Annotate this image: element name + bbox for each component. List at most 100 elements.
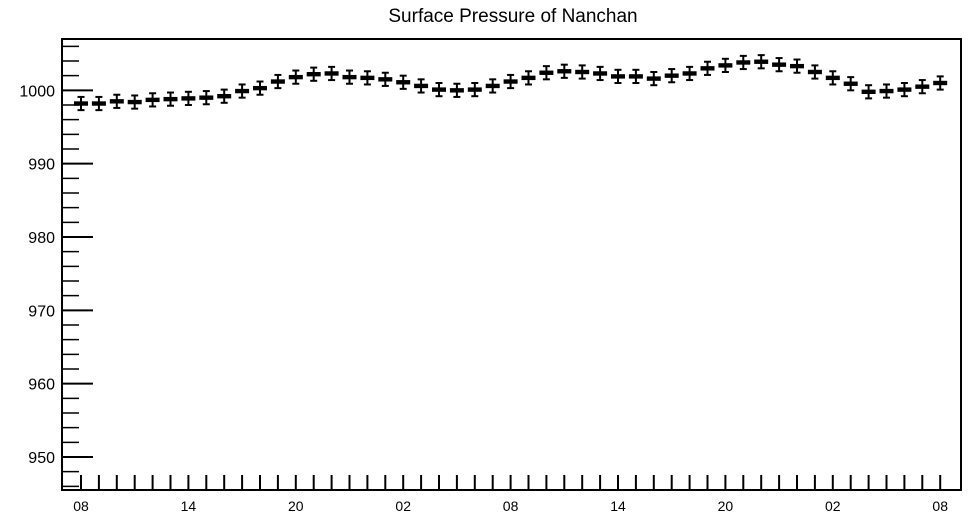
- data-point: [127, 94, 142, 110]
- data-point: [163, 91, 178, 107]
- data-point: [253, 80, 267, 96]
- plot-area-border: [61, 38, 962, 491]
- data-point: [593, 65, 608, 82]
- x-tick-label: 08: [73, 498, 89, 514]
- y-tick-label: 1000: [19, 83, 55, 100]
- data-marker: [181, 96, 196, 101]
- data-marker: [342, 74, 357, 80]
- data-marker: [879, 88, 894, 94]
- data-point: [109, 93, 124, 109]
- data-marker: [449, 88, 464, 93]
- data-point: [288, 69, 303, 85]
- data-marker: [593, 71, 608, 76]
- data-point: [378, 71, 393, 87]
- data-marker: [825, 75, 840, 81]
- data-point: [700, 60, 715, 76]
- data-point: [467, 82, 482, 98]
- data-point: [736, 54, 751, 71]
- data-marker: [557, 69, 572, 74]
- data-point: [933, 75, 948, 91]
- data-point: [270, 73, 285, 90]
- data-marker: [754, 59, 769, 64]
- data-marker: [575, 69, 590, 75]
- data-point: [539, 65, 554, 81]
- data-marker: [843, 81, 858, 86]
- data-point: [772, 57, 787, 73]
- data-marker: [611, 74, 625, 79]
- x-tick-label: 02: [825, 498, 841, 514]
- data-marker: [199, 95, 214, 100]
- data-marker: [109, 99, 124, 104]
- data-marker: [790, 63, 804, 69]
- data-marker: [306, 72, 321, 77]
- data-marker: [360, 75, 375, 81]
- y-tick-label: 960: [28, 377, 55, 394]
- data-point: [611, 68, 625, 84]
- data-point: [664, 68, 679, 84]
- data-marker: [145, 97, 160, 103]
- data-point: [449, 82, 464, 98]
- y-tick-label: 990: [28, 157, 55, 174]
- data-point: [306, 66, 321, 82]
- data-marker: [253, 85, 267, 91]
- data-point: [825, 70, 840, 86]
- data-point: [74, 95, 88, 112]
- data-point: [879, 83, 894, 99]
- y-axis: 950 960 970 980 990 1000: [19, 45, 93, 488]
- y-tick-label: 950: [28, 450, 55, 467]
- data-marker: [807, 69, 822, 75]
- data-point: [360, 70, 375, 86]
- data-marker: [915, 84, 930, 89]
- data-point: [843, 76, 858, 92]
- data-point: [91, 95, 106, 112]
- data-marker: [628, 74, 643, 79]
- data-point: [718, 57, 733, 73]
- data-point: [485, 78, 500, 94]
- data-point: [521, 70, 536, 86]
- data-point: [682, 65, 697, 82]
- data-marker: [897, 87, 912, 92]
- chart-title: Surface Pressure of Nanchan: [388, 6, 637, 27]
- data-marker: [270, 79, 285, 84]
- data-marker: [485, 83, 500, 89]
- plot-frame: [61, 38, 962, 491]
- data-marker: [664, 73, 679, 78]
- data-marker: [503, 79, 518, 84]
- x-tick-label: 20: [718, 498, 734, 514]
- data-marker: [682, 71, 697, 76]
- data-point: [861, 84, 876, 100]
- data-point: [235, 83, 250, 99]
- data-point: [396, 74, 411, 90]
- data-point: [324, 65, 339, 82]
- x-tick-label: 08: [503, 498, 519, 514]
- data-point: [199, 90, 214, 106]
- data-marker: [718, 63, 733, 68]
- data-marker: [736, 60, 751, 65]
- x-tick-label: 02: [395, 498, 411, 514]
- data-point: [342, 69, 357, 85]
- data-point: [181, 90, 196, 106]
- y-tick-label: 970: [28, 303, 55, 320]
- data-series: [74, 54, 948, 112]
- data-point: [807, 64, 822, 80]
- data-marker: [91, 101, 106, 106]
- data-marker: [539, 70, 554, 75]
- data-point: [217, 88, 232, 104]
- data-point: [575, 64, 590, 80]
- data-marker: [467, 87, 482, 92]
- data-point: [503, 73, 518, 90]
- data-point: [557, 63, 572, 79]
- x-tick-label: 20: [288, 498, 304, 514]
- data-marker: [163, 96, 178, 102]
- x-tick-label: 14: [610, 498, 626, 514]
- data-marker: [396, 80, 411, 85]
- data-point: [145, 92, 160, 108]
- data-point: [754, 54, 769, 70]
- data-marker: [127, 99, 142, 105]
- data-marker: [646, 76, 661, 81]
- data-point: [646, 71, 661, 87]
- data-marker: [772, 62, 787, 67]
- data-marker: [521, 75, 536, 81]
